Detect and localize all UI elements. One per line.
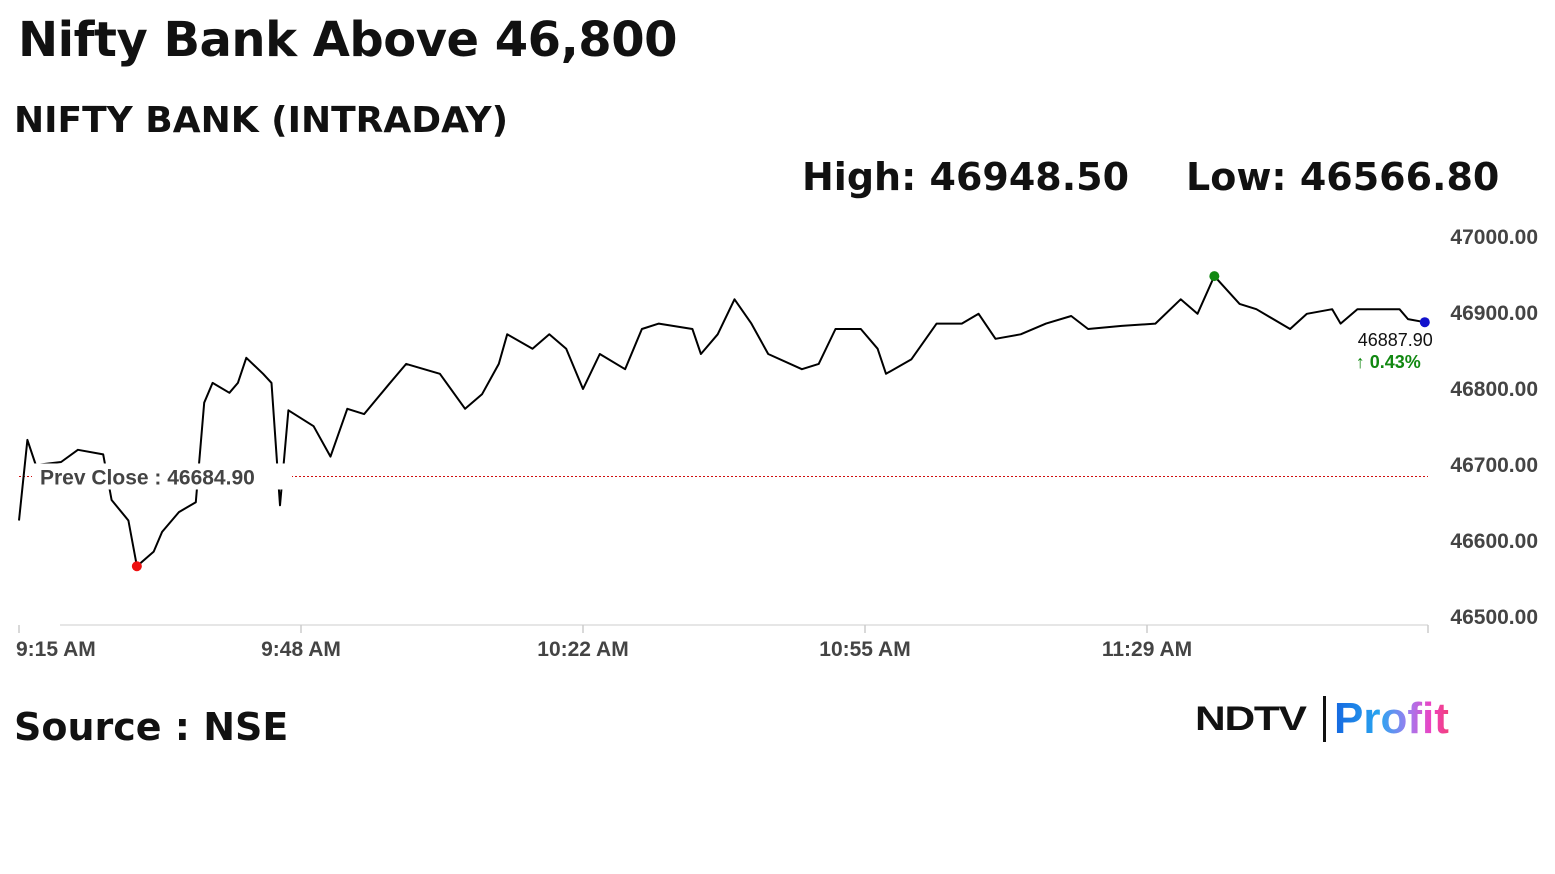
prev-close-label: Prev Close : 46684.90 xyxy=(40,466,255,489)
x-tick-label: 11:29 AM xyxy=(1102,638,1192,661)
y-tick-label: 46500.00 xyxy=(1450,606,1538,629)
low-label: Low: 46566.80 xyxy=(1186,155,1500,199)
logo-profit: Profit xyxy=(1334,694,1449,743)
y-tick-label: 46700.00 xyxy=(1450,454,1538,477)
x-tick-label: 10:55 AM xyxy=(819,638,910,661)
x-tick-label: 9:48 AM xyxy=(261,638,341,661)
y-tick-label: 46600.00 xyxy=(1450,530,1538,553)
ndtv-profit-logo: NDTV Profit xyxy=(1195,694,1449,744)
high-point-marker xyxy=(1209,271,1220,282)
y-axis: 46500.00 46600.00 46700.00 46800.00 46900.00… xyxy=(1450,226,1538,629)
y-tick-label: 47000.00 xyxy=(1450,226,1538,249)
x-tick-label: 9:15 AM xyxy=(16,638,96,661)
prev-close-label-bg xyxy=(32,463,292,490)
change-percent-label: ↑ 0.43% xyxy=(1356,352,1421,372)
up-arrow-icon: ↑ xyxy=(1356,352,1370,372)
x-tick-label: 10:22 AM xyxy=(537,638,628,661)
y-tick-label: 46900.00 xyxy=(1450,302,1538,325)
high-label: High: 46948.50 xyxy=(802,155,1130,199)
low-point-marker xyxy=(131,561,142,572)
headline: Nifty Bank Above 46,800 xyxy=(18,12,678,68)
y-tick-label: 46800.00 xyxy=(1450,378,1538,401)
chart-title: NIFTY BANK (INTRADAY) xyxy=(14,100,509,141)
logo-divider xyxy=(1323,696,1326,742)
source-label: Source : NSE xyxy=(14,705,289,749)
x-axis: 9:15 AM 9:48 AM 10:22 AM 10:55 AM 11:29 AM xyxy=(16,624,1429,661)
last-price-label: 46887.90 xyxy=(1358,330,1433,350)
logo-ndtv: NDTV xyxy=(1195,699,1307,738)
last-point-marker xyxy=(1419,317,1430,328)
price-line xyxy=(18,275,1425,568)
